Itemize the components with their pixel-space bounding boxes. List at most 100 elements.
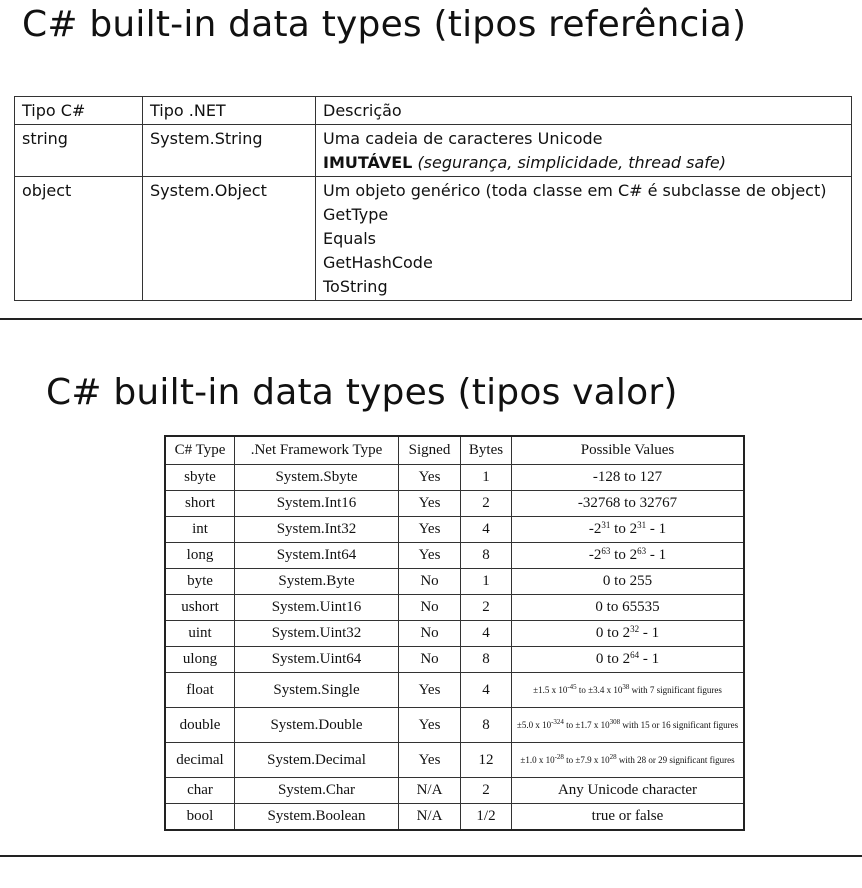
net-type-cell: System.Char [234, 777, 399, 804]
cs-type-cell: ushort [164, 594, 235, 621]
slide-divider [0, 855, 862, 857]
value-text: to 2 [610, 547, 638, 563]
bytes-cell: 2 [460, 490, 512, 517]
method-name: ToString [323, 277, 388, 296]
exponent: 31 [601, 520, 611, 530]
signed-cell: No [398, 620, 461, 647]
values-cell: -32768 to 32767 [511, 490, 745, 517]
value-text: with 28 or 29 significant figures [616, 754, 735, 765]
cs-type-cell: byte [164, 568, 235, 595]
signed-cell: No [398, 594, 461, 621]
table-row: int System.Int32 Yes 4 -231 to 231 - 1 [164, 516, 745, 543]
signed-cell: Yes [398, 742, 461, 778]
net-type-cell: System.Uint16 [234, 594, 399, 621]
table-row: sbyte System.Sbyte Yes 1 -128 to 127 [164, 464, 745, 491]
cs-type-cell: bool [164, 803, 235, 831]
table-row: float System.Single Yes 4 ±1.5 x 10-45 t… [164, 672, 745, 708]
table-header-row: Tipo C# Tipo .NET Descrição [14, 96, 852, 125]
description-text: Uma cadeia de caracteres Unicode [323, 129, 603, 148]
bytes-cell: 4 [460, 672, 512, 708]
signed-cell: No [398, 646, 461, 673]
value-text: 0 to 2 [595, 651, 631, 667]
value-text: ±1.5 x 10 [533, 684, 568, 695]
value-text: with 7 significant figures [629, 684, 722, 695]
net-type-cell: System.Double [234, 707, 399, 743]
value-types-title: C# built-in data types (tipos valor) [46, 372, 678, 413]
exponent: 63 [601, 546, 611, 556]
value-text: - 1 [639, 625, 660, 641]
value-text: to ±3.4 x 10 [576, 684, 623, 695]
cs-type-cell: double [164, 707, 235, 743]
method-name: GetType [323, 205, 389, 224]
values-cell: ±1.0 x 10-28 to ±7.9 x 1028 with 28 or 2… [511, 742, 745, 778]
cs-type-cell: float [164, 672, 235, 708]
net-type-cell: System.Int32 [234, 516, 399, 543]
values-cell: -231 to 231 - 1 [511, 516, 745, 543]
cs-type-cell: object [14, 176, 143, 301]
method-name: GetHashCode [323, 253, 433, 272]
net-type-cell: System.Decimal [234, 742, 399, 778]
values-cell: true or false [511, 803, 745, 831]
signed-cell: N/A [398, 777, 461, 804]
description-note: IMUTÁVEL (segurança, simplicidade, threa… [323, 151, 844, 175]
values-cell: -263 to 263 - 1 [511, 542, 745, 569]
value-text: to ±7.9 x 10 [563, 754, 610, 765]
bytes-cell: 4 [460, 516, 512, 543]
value-text: 0 to 2 [595, 625, 631, 641]
net-type-cell: System.Int64 [234, 542, 399, 569]
reference-types-title: C# built-in data types (tipos referência… [22, 4, 747, 45]
bytes-cell: 1/2 [460, 803, 512, 831]
bytes-cell: 1 [460, 568, 512, 595]
value-text: -2 [588, 521, 602, 537]
net-type-cell: System.String [142, 124, 316, 177]
table-row: double System.Double Yes 8 ±5.0 x 10-324… [164, 707, 745, 743]
table-row: object System.Object Um objeto genérico … [14, 176, 852, 301]
table-row: long System.Int64 Yes 8 -263 to 263 - 1 [164, 542, 745, 569]
description-cell: Um objeto genérico (toda classe em C# é … [315, 176, 852, 301]
reference-types-table: Tipo C# Tipo .NET Descrição string Syste… [14, 96, 852, 301]
net-type-cell: System.Int16 [234, 490, 399, 517]
header-cell: C# Type [164, 435, 235, 465]
cs-type-cell: sbyte [164, 464, 235, 491]
values-cell: -128 to 127 [511, 464, 745, 491]
exponent: 28 [609, 752, 617, 761]
cs-type-cell: char [164, 777, 235, 804]
values-cell: ±1.5 x 10-45 to ±3.4 x 1038 with 7 signi… [511, 672, 745, 708]
net-type-cell: System.Single [234, 672, 399, 708]
table-row: char System.Char N/A 2 Any Unicode chara… [164, 777, 745, 804]
table-row: byte System.Byte No 1 0 to 255 [164, 568, 745, 595]
value-text: - 1 [646, 547, 667, 563]
table-row: bool System.Boolean N/A 1/2 true or fals… [164, 803, 745, 831]
bytes-cell: 1 [460, 464, 512, 491]
signed-cell: N/A [398, 803, 461, 831]
values-cell: 0 to 255 [511, 568, 745, 595]
table-row: decimal System.Decimal Yes 12 ±1.0 x 10-… [164, 742, 745, 778]
values-cell: 0 to 65535 [511, 594, 745, 621]
bytes-cell: 12 [460, 742, 512, 778]
exponent: -324 [551, 717, 564, 726]
cs-type-cell: decimal [164, 742, 235, 778]
bytes-cell: 8 [460, 646, 512, 673]
description-cell: Uma cadeia de caracteres Unicode IMUTÁVE… [315, 124, 852, 177]
header-cell: Signed [398, 435, 461, 465]
table-row: uint System.Uint32 No 4 0 to 232 - 1 [164, 620, 745, 647]
cs-type-cell: uint [164, 620, 235, 647]
cs-type-cell: int [164, 516, 235, 543]
exponent: -28 [554, 752, 564, 761]
header-cell: .Net Framework Type [234, 435, 399, 465]
values-cell: Any Unicode character [511, 777, 745, 804]
table-row: ulong System.Uint64 No 8 0 to 264 - 1 [164, 646, 745, 673]
table-row: ushort System.Uint16 No 2 0 to 65535 [164, 594, 745, 621]
exponent: 63 [637, 546, 647, 556]
net-type-cell: System.Uint32 [234, 620, 399, 647]
slide-divider [0, 318, 862, 320]
exponent: 64 [630, 650, 640, 660]
values-cell: 0 to 232 - 1 [511, 620, 745, 647]
exponent: 32 [630, 624, 640, 634]
net-type-cell: System.Byte [234, 568, 399, 595]
signed-cell: Yes [398, 707, 461, 743]
value-text: -2 [588, 547, 602, 563]
net-type-cell: System.Object [142, 176, 316, 301]
value-text: with 15 or 16 significant figures [620, 719, 739, 730]
value-text: - 1 [646, 521, 667, 537]
